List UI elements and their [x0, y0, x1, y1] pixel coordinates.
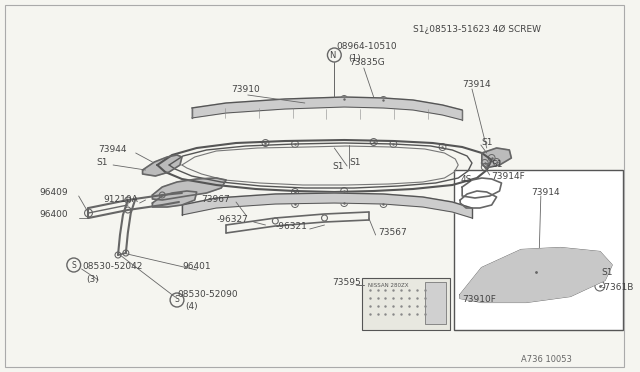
- Polygon shape: [482, 148, 511, 168]
- Text: 91210A: 91210A: [103, 195, 138, 204]
- Text: (1): (1): [348, 54, 361, 63]
- Text: 73914: 73914: [462, 80, 491, 89]
- Text: 08964-10510: 08964-10510: [336, 42, 397, 51]
- Text: 96409: 96409: [39, 188, 68, 197]
- Text: NISSAN 280ZX: NISSAN 280ZX: [368, 283, 408, 288]
- Text: S1: S1: [482, 138, 493, 147]
- Polygon shape: [462, 178, 502, 198]
- Text: S1: S1: [349, 158, 360, 167]
- Text: S1: S1: [97, 158, 108, 167]
- Bar: [362, 278, 451, 330]
- Text: (3): (3): [86, 275, 99, 284]
- Bar: [454, 170, 623, 330]
- Text: S: S: [72, 260, 76, 269]
- Polygon shape: [460, 191, 497, 208]
- Text: 73944: 73944: [99, 145, 127, 154]
- Polygon shape: [152, 178, 226, 200]
- Text: 08530-52042: 08530-52042: [83, 262, 143, 271]
- Text: 08530-52090: 08530-52090: [177, 290, 237, 299]
- Text: 73910F: 73910F: [462, 295, 496, 304]
- Text: 73835G: 73835G: [349, 58, 385, 67]
- Polygon shape: [152, 191, 196, 207]
- Text: 96401: 96401: [182, 262, 211, 271]
- Text: 4S: 4S: [460, 175, 472, 184]
- Text: S1¿08513-51623 4Ø SCREW: S1¿08513-51623 4Ø SCREW: [413, 25, 541, 34]
- Text: 73967: 73967: [202, 195, 230, 204]
- Text: 73910: 73910: [231, 85, 260, 94]
- Text: (4): (4): [185, 302, 198, 311]
- Text: -96321: -96321: [275, 222, 307, 231]
- Text: 73914: 73914: [531, 188, 559, 197]
- Polygon shape: [192, 97, 462, 120]
- Text: N: N: [329, 51, 335, 60]
- Polygon shape: [143, 155, 182, 176]
- Text: S1: S1: [332, 162, 344, 171]
- Text: S: S: [175, 295, 179, 305]
- Text: S1: S1: [492, 160, 503, 169]
- Text: 73914F: 73914F: [492, 172, 525, 181]
- Polygon shape: [460, 248, 612, 302]
- Text: 96400: 96400: [39, 210, 68, 219]
- Text: -7361B: -7361B: [602, 283, 634, 292]
- Text: -96327: -96327: [216, 215, 248, 224]
- Text: A736 10053: A736 10053: [521, 355, 572, 364]
- Text: S1: S1: [602, 268, 613, 277]
- Polygon shape: [182, 193, 472, 218]
- Bar: [425, 282, 447, 324]
- Text: 73567: 73567: [379, 228, 407, 237]
- Text: 73595: 73595: [332, 278, 361, 287]
